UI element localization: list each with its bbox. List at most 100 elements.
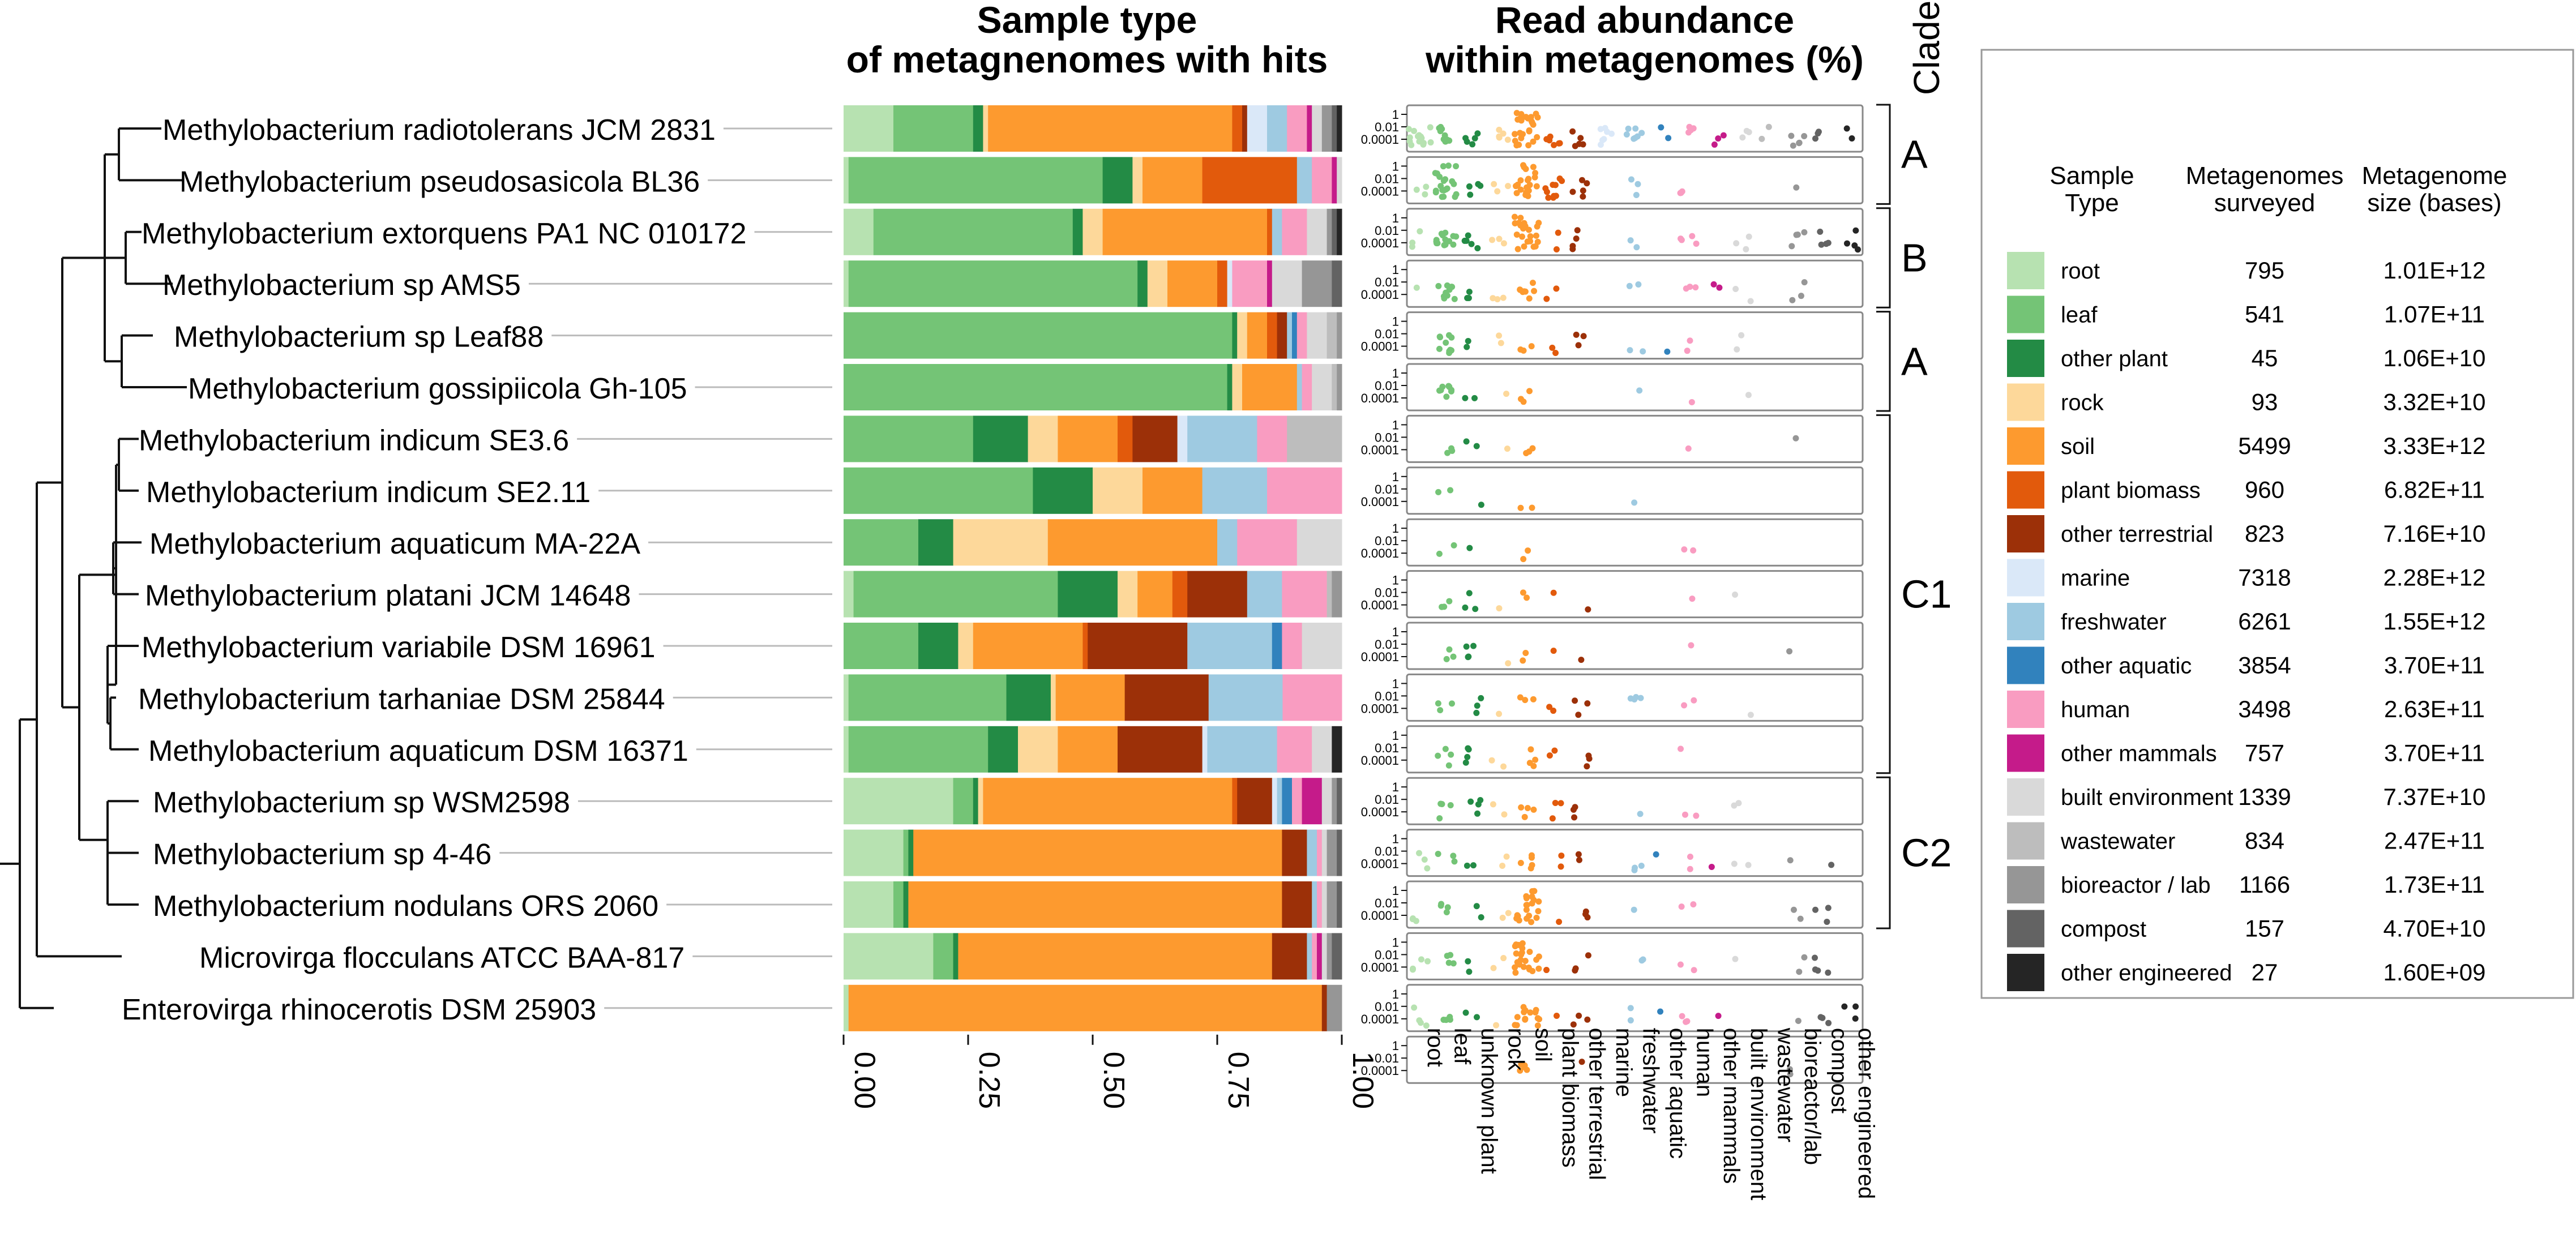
- scatter-point: [1788, 132, 1795, 139]
- scatter-point: [1585, 952, 1591, 959]
- scatter-point: [1435, 282, 1442, 289]
- scatter-point: [1408, 142, 1415, 148]
- bar-segment: [973, 623, 1083, 669]
- scatter-y-tick-label: 0.01: [1375, 637, 1399, 652]
- bar-segment: [1267, 260, 1273, 307]
- scatter-point: [1475, 181, 1482, 187]
- scatter-point: [1410, 965, 1417, 972]
- scatter-point: [1505, 660, 1512, 667]
- bar-segment: [1282, 208, 1307, 255]
- scatter-point: [1446, 238, 1453, 245]
- scatter-point: [1494, 188, 1501, 195]
- scatter-point: [1732, 285, 1739, 292]
- scatter-x-label: root: [1423, 1028, 1448, 1067]
- scatter-y-tick-label: 0.0001: [1361, 391, 1399, 405]
- scatter-point: [1575, 712, 1582, 718]
- taxon-label: Methylobacterium sp 4-46: [153, 838, 491, 871]
- legend-surveyed: 1339: [2238, 783, 2291, 810]
- scatter-point: [1450, 960, 1457, 967]
- scatter-point: [1423, 183, 1430, 190]
- scatter-point: [1575, 851, 1582, 858]
- scatter-point: [1514, 1014, 1521, 1021]
- scatter-y-tick-label: 0.01: [1375, 275, 1399, 289]
- bar-segment: [1282, 623, 1303, 669]
- taxon-label: Methylobacterium indicum SE2.11: [146, 476, 590, 509]
- scatter-y-tick-label: 1: [1392, 366, 1399, 380]
- scatter-point: [1556, 175, 1563, 182]
- bar-segment: [1302, 364, 1312, 410]
- scatter-point: [1477, 797, 1484, 804]
- legend-surveyed: 7318: [2238, 564, 2291, 591]
- scatter-point: [1470, 862, 1477, 869]
- bar-segment: [1142, 467, 1203, 514]
- bar-segment: [1202, 467, 1268, 514]
- scatter-point: [1688, 127, 1694, 134]
- bar-segment: [844, 364, 1228, 410]
- bar-segment: [1058, 571, 1118, 618]
- scatter-x-label: rock: [1504, 1028, 1529, 1072]
- bar-segment: [1292, 778, 1303, 825]
- scatter-point: [1793, 184, 1800, 191]
- legend-size: 6.82E+11: [2384, 477, 2485, 503]
- bar-segment: [1082, 623, 1088, 669]
- scatter-point: [1745, 128, 1752, 135]
- bar-segment: [1302, 778, 1323, 825]
- bar-segment: [1247, 571, 1282, 618]
- scatter-point: [1786, 648, 1793, 655]
- legend-header: Type: [2065, 189, 2119, 217]
- bar-segment: [1167, 260, 1218, 307]
- scatter-point: [1442, 746, 1449, 752]
- scatter-point: [1503, 391, 1510, 397]
- scatter-point: [1828, 862, 1835, 868]
- scatter-point: [1411, 127, 1418, 134]
- bar-segment: [1242, 364, 1298, 410]
- scatter-point: [1578, 1059, 1585, 1065]
- scatter-point: [1513, 950, 1520, 957]
- scatter-point: [1599, 137, 1606, 144]
- scatter-point: [1569, 246, 1576, 252]
- scatter-point: [1572, 804, 1578, 811]
- bar-segment: [1307, 208, 1328, 255]
- scatter-point: [1406, 134, 1413, 141]
- scatter-point: [1681, 811, 1688, 818]
- abundance-scatter: 10.010.000110.010.000110.010.000110.010.…: [1361, 104, 1878, 1200]
- scatter-point: [1815, 128, 1822, 135]
- bar-segment: [1072, 208, 1083, 255]
- scatter-point: [1732, 956, 1739, 962]
- bar-segment: [908, 881, 1282, 928]
- scatter-point: [1444, 185, 1450, 192]
- legend-surveyed: 3498: [2238, 696, 2291, 722]
- scatter-point: [1463, 438, 1470, 445]
- scatter-point: [1464, 862, 1470, 869]
- scatter-panel: [1406, 1035, 1864, 1084]
- scatter-y-tick-label: 1: [1392, 418, 1399, 432]
- legend-label: freshwater: [2061, 610, 2167, 635]
- bar-segment: [1337, 157, 1342, 204]
- scatter-point: [1534, 1022, 1541, 1029]
- bar-segment: [844, 312, 1233, 359]
- scatter-point: [1580, 187, 1586, 194]
- legend-swatch: [2007, 471, 2044, 509]
- bar-segment: [1118, 571, 1138, 618]
- bar-segment: [983, 778, 1233, 825]
- legend-box: [1980, 49, 2574, 999]
- scatter-point: [1569, 128, 1576, 135]
- scatter-point: [1465, 654, 1471, 661]
- scatter-point: [1517, 346, 1524, 353]
- scatter-point: [1632, 125, 1639, 132]
- scatter-point: [1720, 132, 1727, 139]
- scatter-point: [1450, 653, 1457, 660]
- scatter-panel: [1406, 208, 1864, 256]
- scatter-point: [1687, 866, 1693, 872]
- scatter-point: [1546, 704, 1553, 710]
- bar-segment: [1312, 364, 1332, 410]
- scatter-point: [1496, 126, 1503, 133]
- scatter-point: [1796, 969, 1803, 975]
- scatter-point: [1519, 233, 1526, 240]
- scatter-point: [1633, 694, 1640, 701]
- scatter-point: [1570, 1021, 1577, 1028]
- bar-segment: [1118, 726, 1203, 773]
- scatter-point: [1690, 547, 1697, 554]
- scatter-point: [1687, 853, 1693, 860]
